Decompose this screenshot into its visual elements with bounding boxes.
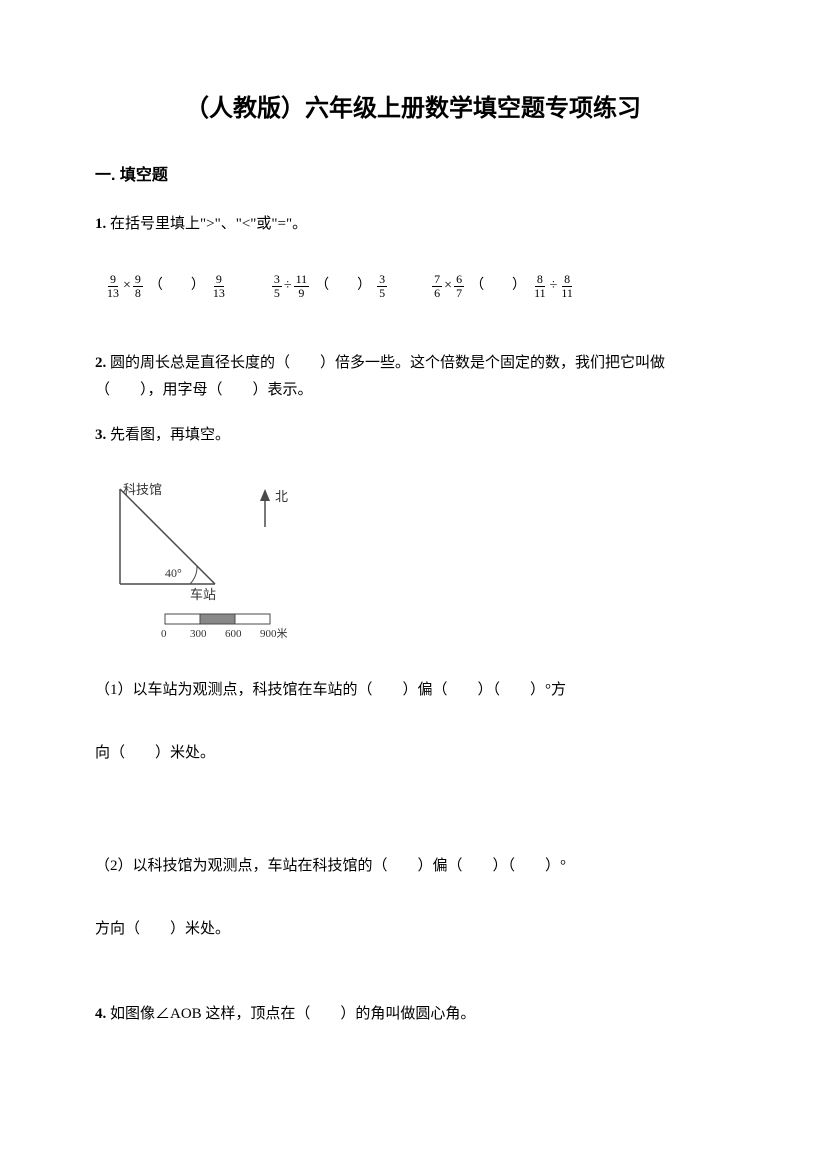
q3-sub2-line2: 方向（ ）米处。: [95, 913, 731, 946]
expr-2: 35 ÷ 119 （ ） 35: [272, 273, 387, 300]
q3-text: 先看图，再填空。: [110, 427, 230, 443]
direction-diagram: 40° 科技馆 车站 北 0 300 600 900米: [105, 479, 325, 639]
frac-den: 6: [432, 287, 442, 300]
frac-den: 7: [454, 287, 464, 300]
operator: ÷: [284, 275, 292, 297]
q3-sub1-line1: （1）以车站为观测点，科技馆在车站的（ ）偏（ ）（ ）°方: [95, 674, 731, 707]
q3-sub1: （1）以车站为观测点，科技馆在车站的（ ）偏（ ）（ ）°方 向（ ）米处。: [95, 674, 731, 770]
math-expressions: 913 × 98 （ ） 913 35 ÷ 119 （ ） 35 76 × 67…: [95, 273, 731, 300]
frac-den: 5: [377, 287, 387, 300]
frac-den: 13: [105, 287, 121, 300]
q3-sub1-line2: 向（ ）米处。: [95, 737, 731, 770]
operator: ×: [444, 275, 452, 297]
frac-num: 7: [432, 273, 442, 287]
frac-num: 9: [214, 273, 224, 287]
q3-sub2: （2）以科技馆为观测点，车站在科技馆的（ ）偏（ ）（ ）° 方向（ ）米处。: [95, 850, 731, 946]
expr-3: 76 × 67 （ ） 811 ÷ 811: [432, 273, 575, 300]
frac-num: 6: [454, 273, 464, 287]
page-title: （人教版）六年级上册数学填空题专项练习: [95, 90, 731, 128]
scale-900: 900米: [260, 627, 288, 639]
frac-den: 5: [272, 287, 282, 300]
expr-1: 913 × 98 （ ） 913: [105, 273, 227, 300]
question-4: 4. 如图像∠AOB 这样，顶点在（ ）的角叫做圆心角。: [95, 1001, 731, 1028]
scale-600: 600: [225, 628, 242, 639]
q2-text: 圆的周长总是直径长度的（ ）倍多一些。这个倍数是个固定的数，我们把它叫做（ ），…: [95, 355, 665, 398]
frac-num: 3: [377, 273, 387, 287]
blank: （ ）: [315, 275, 371, 297]
frac-den: 11: [532, 287, 548, 300]
question-1: 1. 在括号里填上">"、"<"或"="。: [95, 211, 731, 238]
scale-0: 0: [161, 628, 167, 639]
q4-num: 4.: [95, 1006, 106, 1022]
blank: （ ）: [470, 275, 526, 297]
question-3: 3. 先看图，再填空。: [95, 422, 731, 449]
q2-num: 2.: [95, 355, 106, 371]
label-tech: 科技馆: [123, 482, 162, 497]
scale-300: 300: [190, 628, 207, 639]
q4-text: 如图像∠AOB 这样，顶点在（ ）的角叫做圆心角。: [110, 1006, 475, 1022]
frac-num: 8: [535, 273, 545, 287]
angle-label: 40°: [165, 566, 182, 580]
frac-den: 8: [133, 287, 143, 300]
frac-num: 9: [108, 273, 118, 287]
q3-sub2-line1: （2）以科技馆为观测点，车站在科技馆的（ ）偏（ ）（ ）°: [95, 850, 731, 883]
frac-num: 3: [272, 273, 282, 287]
section-header: 一. 填空题: [95, 163, 731, 189]
frac-num: 11: [294, 273, 310, 287]
frac-den: 9: [296, 287, 306, 300]
blank: （ ）: [149, 275, 205, 297]
q1-num: 1.: [95, 216, 106, 232]
q3-num: 3.: [95, 427, 106, 443]
q1-text: 在括号里填上">"、"<"或"="。: [110, 216, 307, 232]
label-station: 车站: [190, 587, 216, 602]
frac-den: 13: [211, 287, 227, 300]
operator: ÷: [550, 275, 558, 297]
frac-num: 8: [562, 273, 572, 287]
frac-num: 9: [133, 273, 143, 287]
label-north: 北: [275, 489, 288, 504]
frac-den: 11: [559, 287, 575, 300]
question-2: 2. 圆的周长总是直径长度的（ ）倍多一些。这个倍数是个固定的数，我们把它叫做（…: [95, 350, 731, 404]
operator: ×: [123, 275, 131, 297]
diagram-figure: 40° 科技馆 车站 北 0 300 600 900米: [95, 479, 731, 639]
